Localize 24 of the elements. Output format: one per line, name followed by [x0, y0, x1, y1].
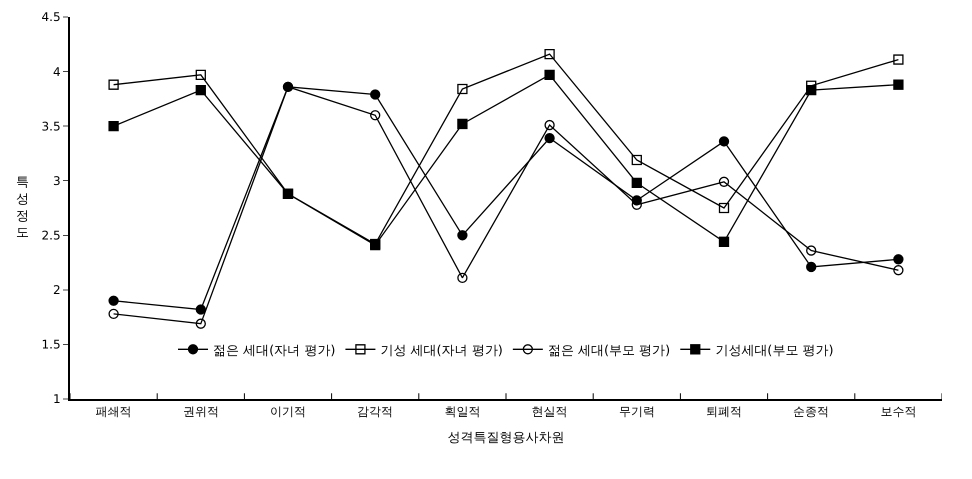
y-tick-label: 2 — [52, 283, 61, 298]
y-tick-label: 1.5 — [42, 338, 61, 352]
x-tick-label: 현실적 — [532, 404, 568, 418]
y-tick-label: 4 — [52, 64, 61, 79]
x-tick-label: 획일적 — [444, 404, 480, 418]
legend-label: 기성 세대(자녀 평가) — [380, 343, 503, 358]
x-tick-label: 순종적 — [793, 404, 830, 418]
legend-label: 젊은 세대(부모 평가) — [548, 343, 670, 358]
y-tick-label: 1 — [52, 392, 61, 406]
y-tick-label: 3.5 — [42, 119, 61, 134]
y-tick-label: 4.5 — [42, 10, 61, 24]
x-tick-label: 무기력 — [618, 404, 655, 418]
y-axis-title: 특성정도 — [16, 175, 29, 241]
x-tick-label: 감각적 — [357, 404, 394, 418]
y-tick-label: 2.5 — [42, 228, 61, 242]
x-tick-label: 퇴폐적 — [706, 404, 742, 418]
x-tick-label: 보수적 — [880, 404, 916, 418]
x-axis-title: 성격특질형용사차원 — [448, 430, 564, 446]
x-tick-label: 이기적 — [270, 404, 306, 418]
x-tick-label: 패쇄적 — [96, 404, 132, 418]
y-tick-label: 3 — [52, 174, 61, 188]
legend-label: 기성세대(부모 평가) — [715, 343, 834, 358]
x-tick-label: 권위적 — [182, 404, 219, 418]
legend-label: 젊은 세대(자녀 평가) — [213, 343, 336, 358]
